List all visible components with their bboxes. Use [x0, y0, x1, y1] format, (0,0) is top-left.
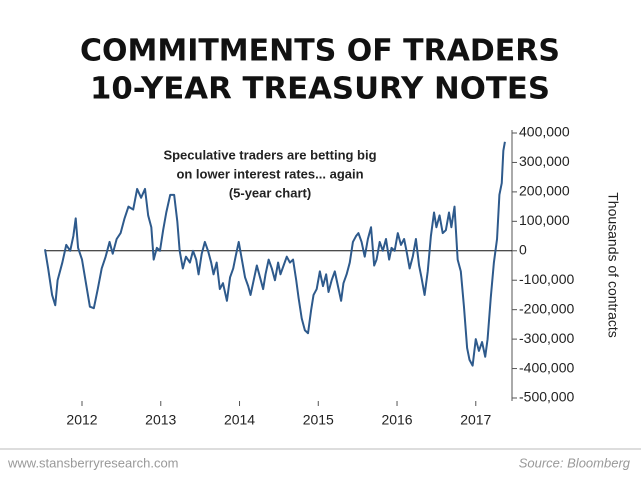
y-tick-label: 0 — [519, 241, 527, 257]
y-tick-label: -400,000 — [519, 359, 574, 375]
y-axis-label: Thousands of contracts — [605, 192, 621, 338]
annotation: on lower interest rates... again — [176, 166, 363, 181]
y-tick-label: 100,000 — [519, 212, 570, 228]
y-tick-label: -200,000 — [519, 300, 574, 316]
y-tick-label: -500,000 — [519, 389, 574, 405]
annotation: (5-year chart) — [229, 185, 311, 200]
y-tick-label: 300,000 — [519, 153, 570, 169]
chart-subtitle: 10-YEAR TREASURY NOTES — [90, 72, 550, 107]
x-tick-label: 2017 — [460, 412, 491, 428]
y-tick-label: 200,000 — [519, 183, 570, 199]
x-tick-label: 2013 — [145, 412, 176, 428]
credit: www.stansberryresearch.com — [7, 455, 179, 470]
y-tick-label: 400,000 — [519, 124, 570, 140]
annotation: Speculative traders are betting big — [163, 147, 376, 162]
x-tick-label: 2016 — [381, 412, 412, 428]
y-tick-label: -100,000 — [519, 271, 574, 287]
source: Source: Bloomberg — [519, 455, 631, 470]
x-tick-label: 2014 — [224, 412, 255, 428]
x-tick-label: 2012 — [66, 412, 97, 428]
y-tick-label: -300,000 — [519, 330, 574, 346]
data-line — [44, 141, 506, 367]
chart-title: COMMITMENTS OF TRADERS — [80, 34, 560, 69]
x-tick-label: 2015 — [303, 412, 334, 428]
